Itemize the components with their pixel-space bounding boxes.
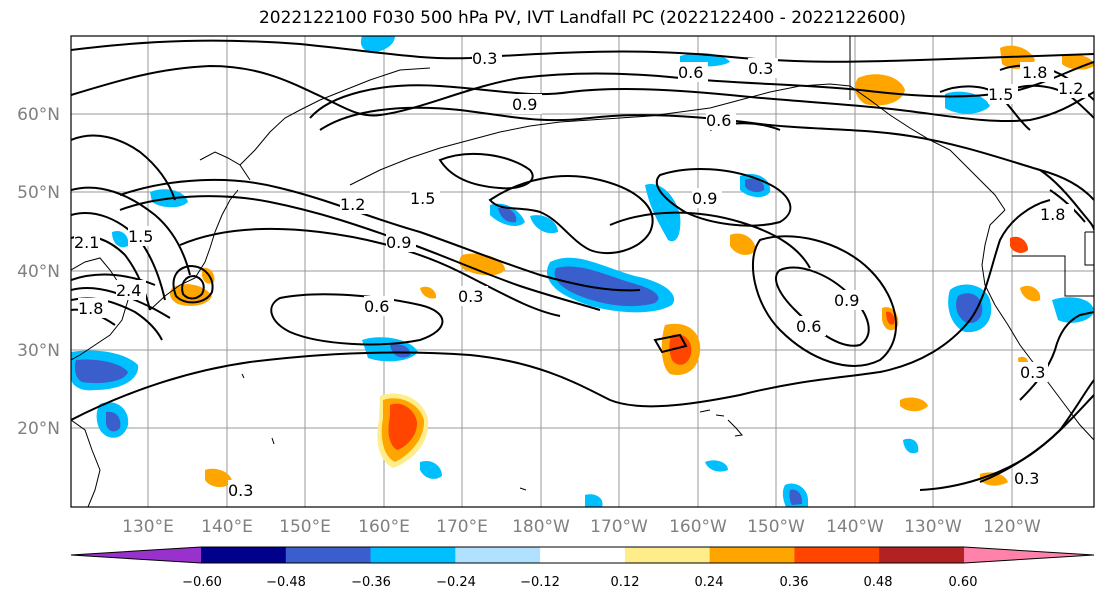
colorbar-tick-label: −0.12 xyxy=(520,575,560,590)
map-frame xyxy=(70,35,1095,508)
contour-label: 2.4 xyxy=(116,281,141,300)
contour-label: 0.6 xyxy=(678,63,703,82)
ivt-fill-blobs xyxy=(71,36,1094,507)
contour-label: 0.3 xyxy=(1020,363,1045,382)
lon-label: 140°W xyxy=(826,517,884,537)
lon-label: 150°W xyxy=(747,517,805,537)
colorbar-tick-label: −0.36 xyxy=(351,575,391,590)
contour-label: 0.6 xyxy=(364,297,389,316)
contour-label: 0.6 xyxy=(796,317,821,336)
contour-labels: 0.3 0.6 0.3 0.9 0.6 1.8 1.5 1.2 1.2 1.5 … xyxy=(74,48,1088,500)
colorbar xyxy=(70,546,1095,564)
colorbar-tick-label: 0.12 xyxy=(611,575,640,590)
colorbar-segment xyxy=(794,547,880,563)
colorbar-segment xyxy=(709,547,795,563)
colorbar-outline xyxy=(70,546,1095,564)
contour-label: 1.5 xyxy=(128,227,153,246)
contour-label: 1.8 xyxy=(78,299,103,318)
contour-label: 1.8 xyxy=(1040,205,1065,224)
contour-label: 0.3 xyxy=(228,481,253,500)
lon-label: 180°W xyxy=(512,517,570,537)
colorbar-extend-high xyxy=(964,547,1094,563)
contour-label: 0.9 xyxy=(834,291,859,310)
lon-label: 150°E xyxy=(279,517,331,537)
lon-label: 160°W xyxy=(669,517,727,537)
lon-label: 170°E xyxy=(436,517,488,537)
colorbar-segment xyxy=(370,547,456,563)
colorbar-segment xyxy=(540,547,626,563)
contour-label: 0.9 xyxy=(512,95,537,114)
lon-label: 130°W xyxy=(904,517,962,537)
colorbar-tick-label: 0.60 xyxy=(949,575,978,590)
contour-label: 1.2 xyxy=(340,195,365,214)
colorbar-tick-label: 0.24 xyxy=(695,575,724,590)
contour-label: 2.1 xyxy=(74,233,99,252)
contour-label: 1.5 xyxy=(410,189,435,208)
contour-label: 0.6 xyxy=(706,111,731,130)
contour-label: 1.5 xyxy=(988,85,1013,104)
contour-label: 0.3 xyxy=(748,59,773,78)
colorbar-segment xyxy=(201,547,287,563)
colorbar-segment xyxy=(879,547,965,563)
colorbar-extend-low xyxy=(71,547,201,563)
lat-label: 40°N xyxy=(17,262,60,282)
longitude-labels: 130°E 140°E 150°E 160°E 170°E 180°W 170°… xyxy=(122,517,1041,537)
colorbar-tick-label: −0.48 xyxy=(266,575,306,590)
contour-label: 1.8 xyxy=(1022,63,1047,82)
contour-label: 0.3 xyxy=(1014,469,1039,488)
lat-label: 20°N xyxy=(17,419,60,439)
lon-label: 140°E xyxy=(201,517,253,537)
colorbar-tick-label: −0.60 xyxy=(182,575,222,590)
colorbar-tick-label: −0.24 xyxy=(436,575,476,590)
colorbar-tick-label: 0.36 xyxy=(780,575,809,590)
colorbar-tick-label: 0.48 xyxy=(864,575,893,590)
contour-label: 1.2 xyxy=(1058,79,1083,98)
lon-label: 130°E xyxy=(122,517,174,537)
colorbar-tick-labels: −0.60 −0.48 −0.36 −0.24 −0.12 0.12 0.24 … xyxy=(182,575,977,590)
lon-label: 160°E xyxy=(358,517,410,537)
lat-label: 30°N xyxy=(17,341,60,361)
contour-label: 0.9 xyxy=(386,233,411,252)
colorbar-segment xyxy=(624,547,711,563)
lat-label: 60°N xyxy=(17,105,60,125)
lon-label: 170°W xyxy=(590,517,648,537)
contour-label: 0.3 xyxy=(458,287,483,306)
contour-label: 0.9 xyxy=(692,189,717,208)
lat-label: 50°N xyxy=(17,183,60,203)
contour-label: 0.3 xyxy=(472,49,497,68)
map-title: 2022122100 F030 500 hPa PV, IVT Landfall… xyxy=(258,8,906,28)
latitude-labels: 60°N 50°N 40°N 30°N 20°N xyxy=(17,105,60,439)
lon-label: 120°W xyxy=(983,517,1041,537)
colorbar-segment xyxy=(285,547,372,563)
colorbar-segment xyxy=(455,547,541,563)
